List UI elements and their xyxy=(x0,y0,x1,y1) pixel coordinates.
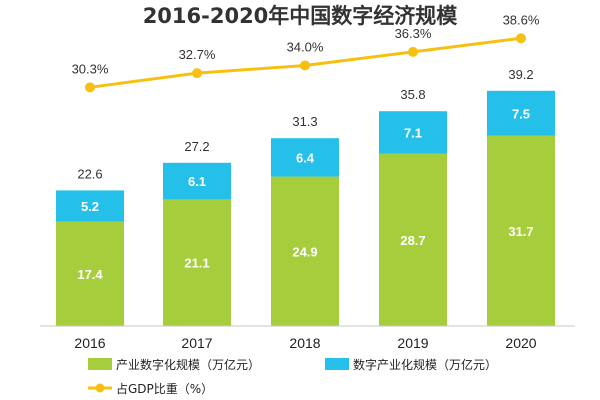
gdp-share-point-2020 xyxy=(516,33,526,44)
x-tick-labels: 2016 2017 2018 2019 2020 xyxy=(74,335,536,351)
legend-label-gdp-share: 占GDP比重（%） xyxy=(116,381,213,396)
chart-title: 2016-2020年中国数字经济规模 xyxy=(143,4,459,28)
x-tick-2019: 2019 xyxy=(397,335,428,351)
data-label-total-2020: 39.2 xyxy=(508,67,533,82)
bar-industry-digitalization-2019 xyxy=(379,153,447,326)
legend-label-digital-industrialization: 数字产业化规模（万亿元） xyxy=(353,357,497,372)
legend: 产业数字化规模（万亿元） 数字产业化规模（万亿元） 占GDP比重（%） xyxy=(88,357,497,396)
gdp-share-label-2020: 38.6% xyxy=(503,12,540,27)
data-label-digital-industrialization-2020: 7.5 xyxy=(512,106,530,121)
legend-item-digital-industrialization[interactable]: 数字产业化规模（万亿元） xyxy=(325,357,497,372)
legend-item-gdp-share[interactable]: 占GDP比重（%） xyxy=(88,381,213,396)
bar-industry-digitalization-2017 xyxy=(163,199,231,326)
bar-industry-digitalization-2018 xyxy=(271,176,339,326)
data-label-digital-industrialization-2016: 5.2 xyxy=(81,199,99,214)
gdp-share-point-2019 xyxy=(408,46,418,57)
data-label-total-2018: 31.3 xyxy=(292,114,317,129)
data-label-industry-digitalization-2018: 24.9 xyxy=(292,244,317,259)
legend-label-industry-digitalization: 产业数字化规模（万亿元） xyxy=(116,357,260,372)
data-label-industry-digitalization-2016: 17.4 xyxy=(77,267,103,282)
gdp-share-point-2018 xyxy=(300,60,310,71)
gdp-share-label-2016: 30.3% xyxy=(72,61,109,76)
bars-layer: 17.4 5.2 22.6 21.1 6.1 27.2 24.9 6.4 31.3 28.7 7.1… xyxy=(56,67,555,326)
bar-digital-industrialization-2020 xyxy=(487,90,555,136)
bar-digital-industrialization-2016 xyxy=(56,190,124,222)
legend-swatch-industry-digitalization xyxy=(88,358,112,370)
data-label-total-2017: 27.2 xyxy=(184,139,209,154)
gdp-share-label-2017: 32.7% xyxy=(179,47,216,62)
gdp-share-label-2018: 34.0% xyxy=(287,39,324,54)
gdp-share-point-2016 xyxy=(85,82,95,93)
legend-swatch-digital-industrialization xyxy=(325,358,349,370)
line-layer: 30.3% 32.7% 34.0% 36.3% 38.6% xyxy=(72,12,540,93)
legend-swatch-gdp-share-marker xyxy=(95,383,105,393)
data-label-digital-industrialization-2018: 6.4 xyxy=(296,150,315,165)
x-tick-2020: 2020 xyxy=(505,335,536,351)
gdp-share-point-2017 xyxy=(192,68,202,79)
x-tick-2018: 2018 xyxy=(289,335,320,351)
data-label-industry-digitalization-2017: 21.1 xyxy=(184,256,209,271)
data-label-total-2016: 22.6 xyxy=(77,166,102,181)
bar-digital-industrialization-2019 xyxy=(379,111,447,154)
legend-item-industry-digitalization[interactable]: 产业数字化规模（万亿元） xyxy=(88,357,260,372)
bar-digital-industrialization-2017 xyxy=(163,162,231,200)
bar-digital-industrialization-2018 xyxy=(271,138,339,177)
gdp-share-label-2019: 36.3% xyxy=(395,26,432,41)
data-label-digital-industrialization-2019: 7.1 xyxy=(404,126,422,141)
data-label-digital-industrialization-2017: 6.1 xyxy=(188,174,206,189)
bar-industry-digitalization-2016 xyxy=(56,221,124,326)
data-label-industry-digitalization-2020: 31.7 xyxy=(508,224,533,239)
data-label-industry-digitalization-2019: 28.7 xyxy=(400,233,425,248)
data-label-total-2019: 35.8 xyxy=(400,87,425,102)
bar-industry-digitalization-2020 xyxy=(487,135,555,326)
x-tick-2016: 2016 xyxy=(74,335,105,351)
x-tick-2017: 2017 xyxy=(181,335,212,351)
